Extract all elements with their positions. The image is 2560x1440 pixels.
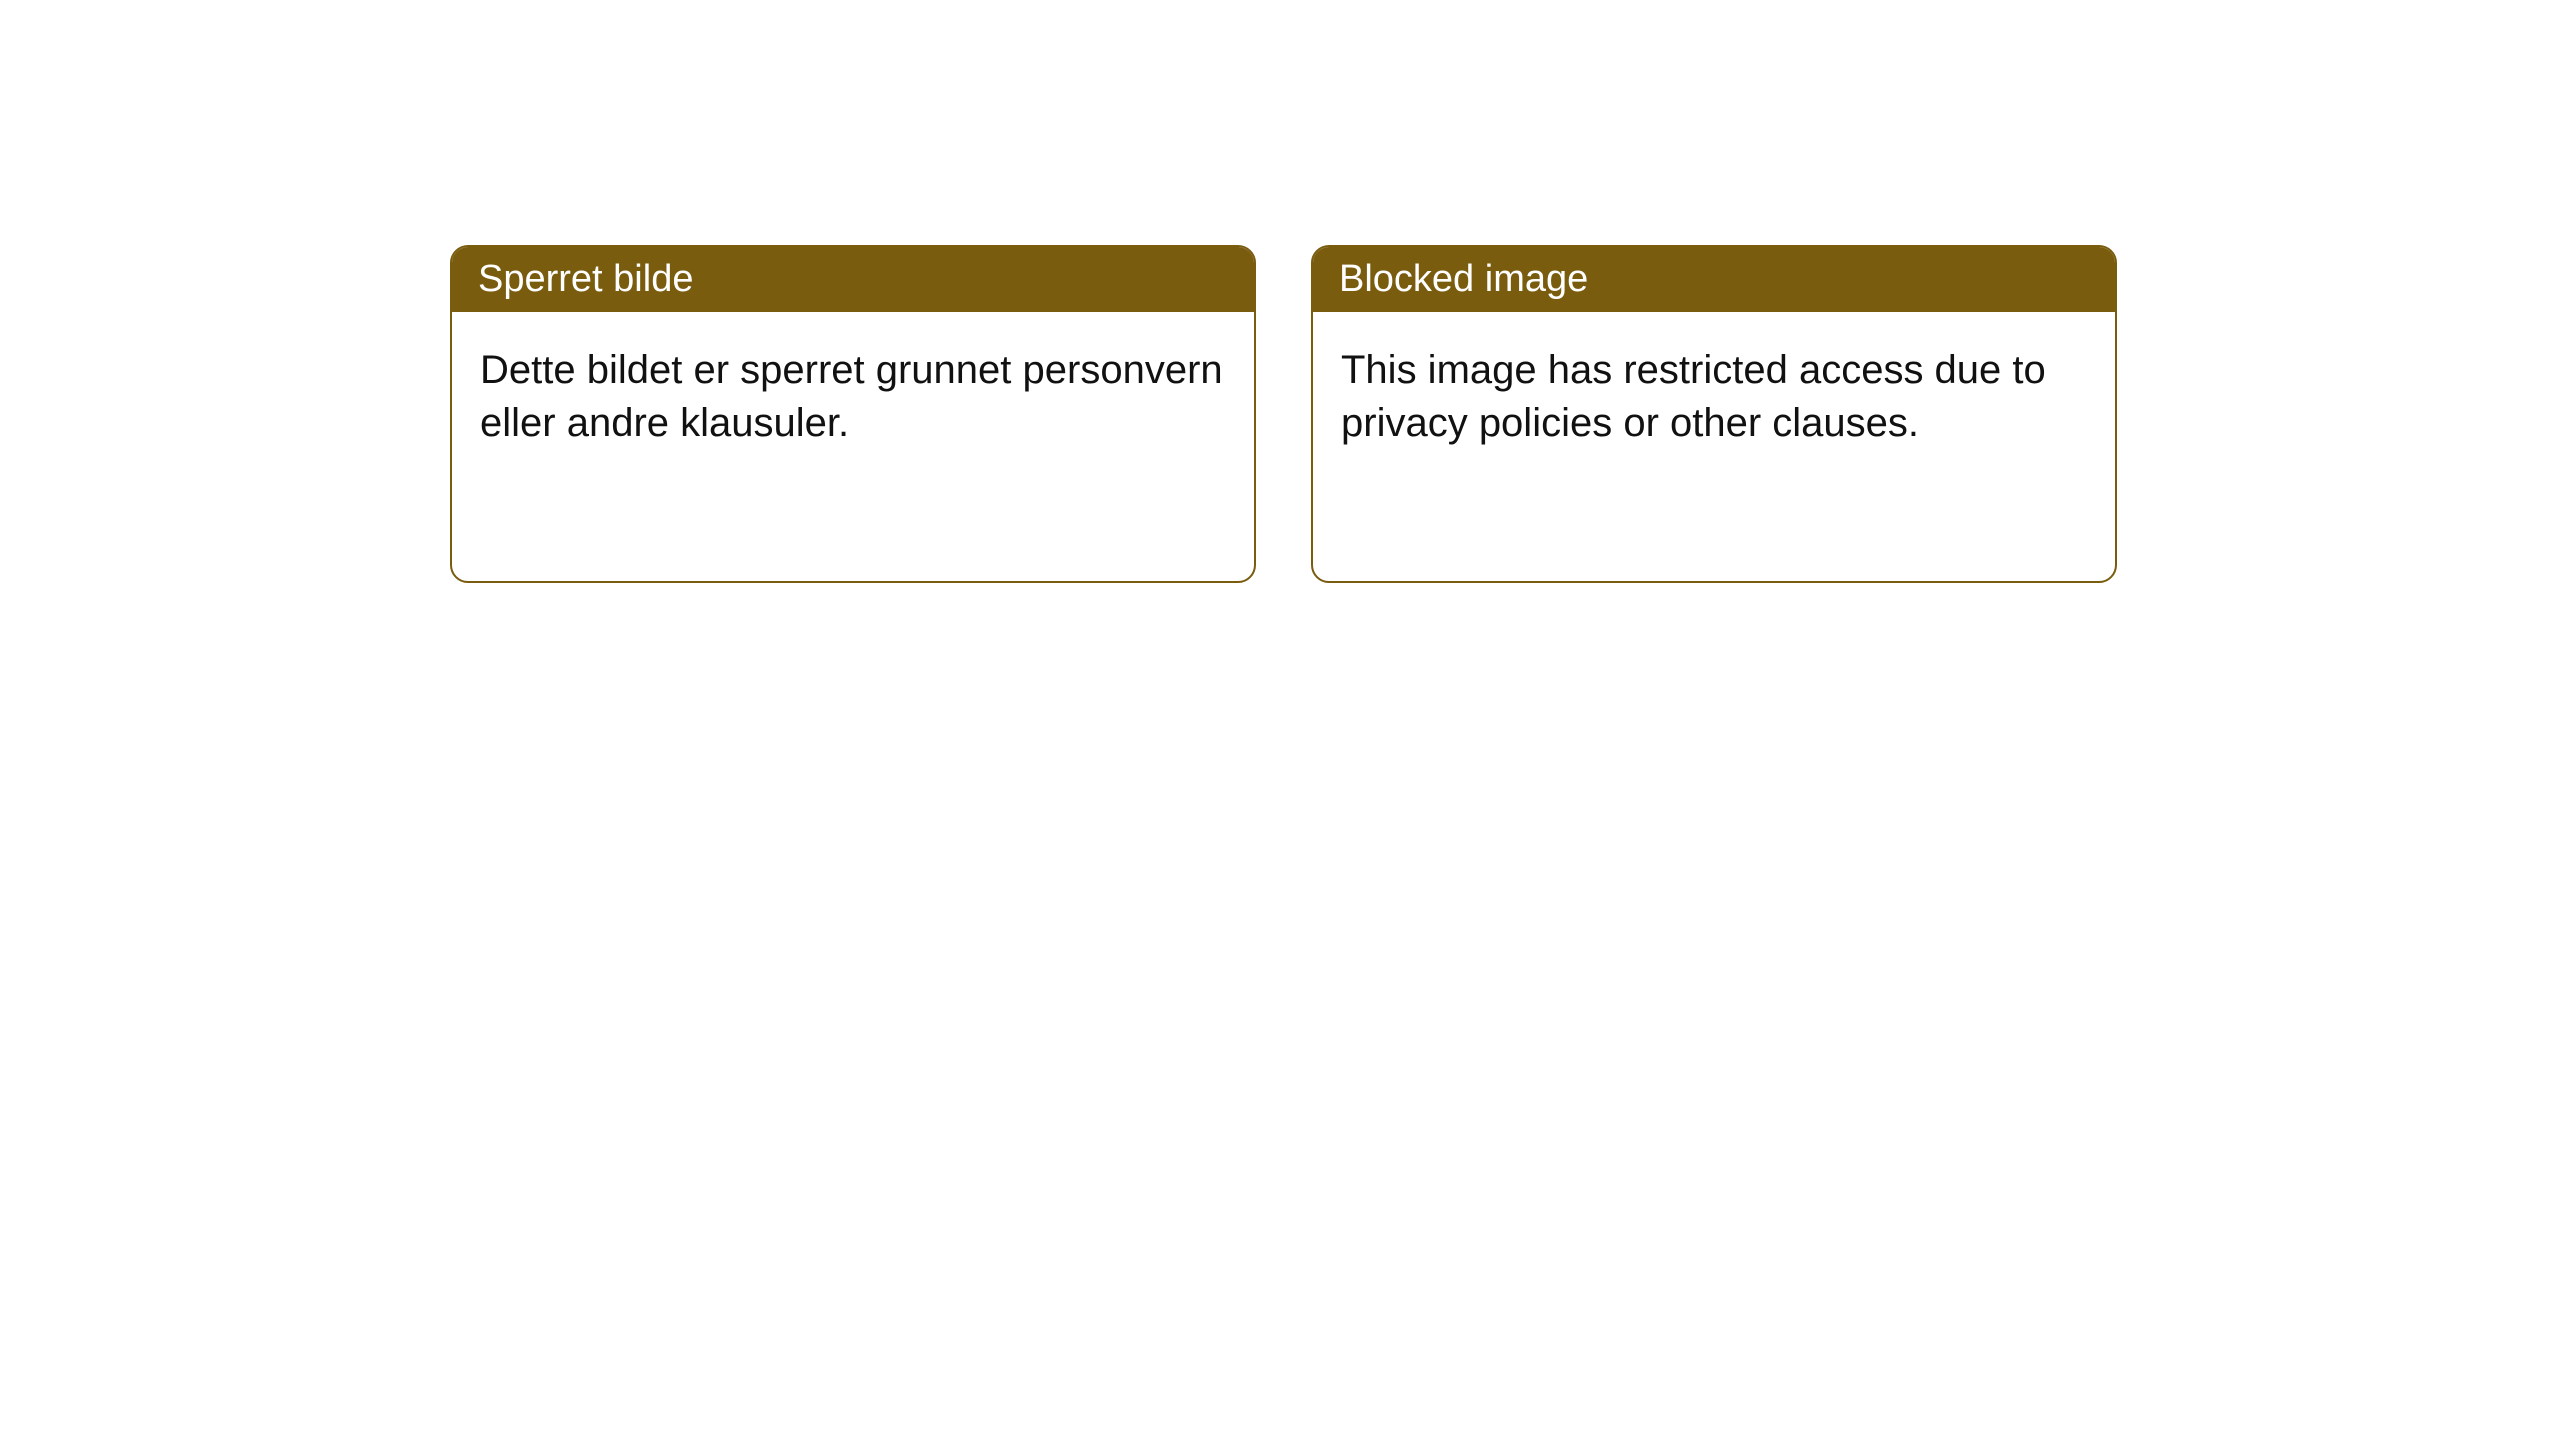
card-body: Dette bildet er sperret grunnet personve… bbox=[452, 312, 1254, 482]
card-body: This image has restricted access due to … bbox=[1313, 312, 2115, 482]
card-header: Blocked image bbox=[1313, 247, 2115, 312]
card-body-text: This image has restricted access due to … bbox=[1341, 348, 2046, 445]
blocked-image-card-no: Sperret bilde Dette bildet er sperret gr… bbox=[450, 245, 1256, 583]
card-header: Sperret bilde bbox=[452, 247, 1254, 312]
card-title: Blocked image bbox=[1339, 258, 1588, 300]
card-body-text: Dette bildet er sperret grunnet personve… bbox=[480, 348, 1223, 445]
card-title: Sperret bilde bbox=[478, 258, 693, 300]
blocked-image-card-en: Blocked image This image has restricted … bbox=[1311, 245, 2117, 583]
cards-container: Sperret bilde Dette bildet er sperret gr… bbox=[0, 0, 2560, 583]
